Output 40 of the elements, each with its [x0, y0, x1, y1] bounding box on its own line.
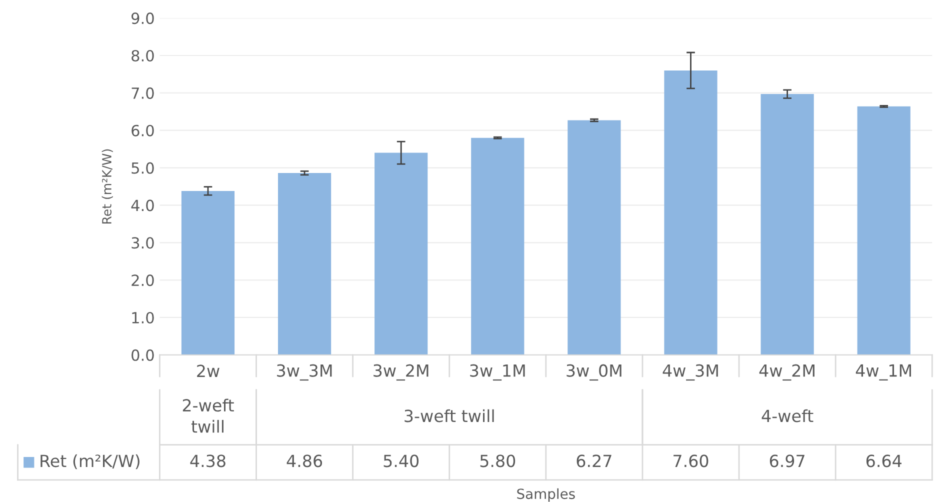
y-tick-label: 3.0 [132, 237, 154, 249]
y-axis-title: Ret (m²K/W) [102, 149, 113, 224]
bar [374, 152, 428, 355]
text: 3-weft twill [404, 409, 494, 422]
y-tick-label: 6.0 [132, 124, 154, 136]
data-label: 5.40 [384, 454, 419, 468]
legend-label: Ret (m²K/W) [40, 454, 140, 470]
data-label: 4.86 [286, 454, 322, 468]
text: 4-weft [762, 409, 814, 422]
x-tick-label: 3w_2M [374, 364, 428, 381]
x-tick-label: 3w_1M [470, 364, 525, 381]
data-label: 5.80 [480, 454, 516, 468]
y-tick-label: 7.0 [132, 87, 154, 99]
y-tick-label: 1.0 [132, 312, 154, 324]
y-tick-label: 9.0 [132, 12, 154, 24]
x-tick-label: 4w_2M [759, 364, 814, 381]
bar [181, 190, 235, 355]
x-tick-label: 2w [197, 364, 220, 378]
x-tick-label: 3w_3M [277, 364, 332, 381]
bar [760, 94, 814, 355]
data-label: 6.64 [866, 454, 902, 468]
text: 2-weft twill [182, 398, 234, 433]
x-tick-label: 4w_1M [856, 364, 912, 380]
y-tick-label: 8.0 [132, 50, 154, 62]
y-tick-label: 2.0 [132, 274, 154, 286]
data-label: 4.38 [190, 454, 226, 468]
bar [664, 70, 718, 355]
y-tick-label: 5.0 [132, 162, 154, 174]
x-tick-label: 3w_0M [566, 364, 622, 381]
y-tick-label: 4.0 [131, 200, 154, 212]
bar [278, 173, 332, 355]
bar [568, 120, 621, 355]
bar [471, 138, 524, 355]
text: Samples [517, 488, 575, 502]
bar [857, 106, 910, 355]
data-label: 6.97 [770, 454, 804, 468]
data-label: 6.27 [576, 454, 612, 468]
data-label: 7.60 [674, 454, 708, 468]
y-tick-label: 0.0 [132, 349, 154, 361]
x-tick-label: 4w_3M [662, 364, 718, 381]
